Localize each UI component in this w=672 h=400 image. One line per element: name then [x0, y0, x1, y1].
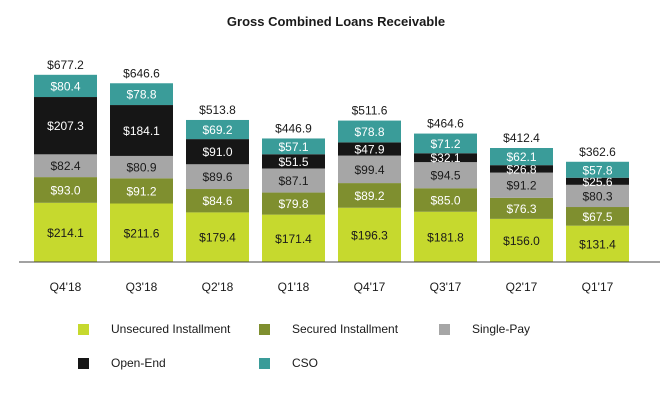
bar-segment-unsecured-installment-q3-17	[414, 211, 477, 262]
bar-segment-open-end-q1-17	[566, 177, 629, 185]
bar-segment-unsecured-installment-q4-18	[34, 202, 97, 262]
bar-segment-unsecured-installment-q4-17	[338, 207, 401, 262]
x-tick-label-q4-17: Q4'17	[354, 280, 386, 294]
data-label-single-pay-q2-18: $89.6	[202, 170, 232, 184]
data-label-unsecured-installment-q3-17: $181.8	[427, 230, 464, 244]
data-label-secured-installment-q1-17: $67.5	[582, 210, 612, 224]
data-label-single-pay-q2-17: $91.2	[506, 179, 536, 193]
chart-title: Gross Combined Loans Receivable	[226, 14, 446, 29]
bar-segment-single-pay-q3-17	[414, 162, 477, 189]
data-label-open-end-q4-18: $207.3	[47, 119, 84, 133]
data-label-single-pay-q4-18: $82.4	[50, 159, 80, 173]
bar-segment-secured-installment-q3-18	[110, 178, 173, 204]
data-label-cso-q4-18: $80.4	[50, 79, 80, 93]
data-label-single-pay-q3-17: $94.5	[430, 169, 460, 183]
bar-segment-secured-installment-q2-18	[186, 189, 249, 213]
data-label-single-pay-q3-18: $80.9	[126, 161, 156, 175]
x-tick-label-q3-17: Q3'17	[430, 280, 462, 294]
data-label-single-pay-q1-18: $87.1	[278, 174, 308, 188]
data-label-open-end-q3-17: $32.1	[430, 151, 460, 165]
bar-segment-secured-installment-q2-17	[490, 197, 553, 219]
bar-segment-cso-q2-18	[186, 119, 249, 140]
data-label-secured-installment-q3-18: $91.2	[126, 184, 156, 198]
x-tick-label-q2-18: Q2'18	[202, 280, 234, 294]
data-label-unsecured-installment-q4-18: $214.1	[47, 226, 84, 240]
data-label-unsecured-installment-q3-18: $211.6	[124, 226, 160, 240]
bar-segment-unsecured-installment-q3-18	[110, 203, 173, 262]
data-label-secured-installment-q2-17: $76.3	[506, 202, 536, 216]
data-label-secured-installment-q1-18: $79.8	[278, 197, 308, 211]
bar-segment-open-end-q3-17	[414, 153, 477, 163]
bar-segment-single-pay-q2-18	[186, 164, 249, 190]
data-label-cso-q1-18: $57.1	[278, 140, 308, 154]
data-label-unsecured-installment-q4-17: $196.3	[351, 228, 388, 242]
total-label-q2-17: $412.4	[503, 131, 540, 145]
data-label-single-pay-q4-17: $99.4	[354, 163, 384, 177]
bar-segment-open-end-q4-18	[34, 97, 97, 155]
bar-segment-single-pay-q1-17	[566, 184, 629, 208]
bar-segment-unsecured-installment-q1-18	[262, 214, 325, 262]
bar-segment-secured-installment-q4-17	[338, 183, 401, 208]
total-label-q1-17: $362.6	[579, 145, 616, 159]
total-label-q1-18: $446.9	[275, 121, 312, 135]
bar-segment-cso-q4-18	[34, 74, 97, 98]
bar-segment-open-end-q2-17	[490, 165, 553, 173]
data-label-cso-q3-17: $71.2	[430, 137, 460, 151]
bar-segment-cso-q1-18	[262, 138, 325, 155]
bar-segment-single-pay-q3-18	[110, 155, 173, 179]
bar-segment-secured-installment-q3-17	[414, 188, 477, 212]
bar-segment-open-end-q4-17	[338, 142, 401, 156]
bar-segment-cso-q3-17	[414, 133, 477, 154]
data-label-single-pay-q1-17: $80.3	[582, 189, 612, 203]
bar-segment-secured-installment-q1-18	[262, 192, 325, 215]
data-label-cso-q3-18: $78.8	[126, 88, 156, 102]
data-label-open-end-q4-17: $47.9	[354, 142, 384, 156]
total-label-q2-18: $513.8	[199, 103, 236, 117]
data-label-cso-q2-18: $69.2	[202, 123, 232, 137]
data-label-cso-q2-17: $62.1	[506, 150, 536, 164]
bar-segment-unsecured-installment-q2-18	[186, 212, 249, 262]
x-tick-label-q2-17: Q2'17	[506, 280, 538, 294]
bar-segment-secured-installment-q4-18	[34, 177, 97, 203]
data-label-unsecured-installment-q1-18: $171.4	[275, 232, 312, 246]
total-label-q4-18: $677.2	[47, 58, 84, 72]
bar-segment-unsecured-installment-q1-17	[566, 225, 629, 262]
x-tick-label-q1-18: Q1'18	[278, 280, 310, 294]
data-label-unsecured-installment-q1-17: $131.4	[579, 237, 616, 251]
bar-segment-open-end-q3-18	[110, 105, 173, 156]
bar-segment-single-pay-q4-18	[34, 154, 97, 178]
total-label-q3-17: $464.6	[427, 117, 464, 131]
data-label-secured-installment-q2-18: $84.6	[202, 194, 232, 208]
data-label-secured-installment-q4-17: $89.2	[354, 189, 384, 203]
x-tick-label-q1-17: Q1'17	[582, 280, 614, 294]
bar-segment-single-pay-q2-17	[490, 172, 553, 198]
data-label-open-end-q2-18: $91.0	[202, 145, 232, 159]
data-label-open-end-q3-18: $184.1	[123, 124, 160, 138]
bar-segment-secured-installment-q1-17	[566, 207, 629, 226]
data-label-open-end-q2-17: $26.8	[506, 162, 536, 176]
bar-segment-unsecured-installment-q2-17	[490, 218, 553, 262]
data-label-open-end-q1-18: $51.5	[278, 155, 308, 169]
data-label-unsecured-installment-q2-17: $156.0	[503, 234, 540, 248]
total-label-q3-18: $646.6	[123, 66, 160, 80]
bar-segment-cso-q4-17	[338, 120, 401, 143]
bar-segment-open-end-q2-18	[186, 139, 249, 165]
data-label-cso-q4-17: $78.8	[354, 125, 384, 139]
total-label-q4-17: $511.6	[352, 104, 388, 118]
data-label-cso-q1-17: $57.8	[582, 163, 612, 177]
data-label-secured-installment-q4-18: $93.0	[50, 183, 80, 197]
data-label-secured-installment-q3-17: $85.0	[430, 193, 460, 207]
x-tick-label-q4-18: Q4'18	[50, 280, 82, 294]
bar-segment-cso-q2-17	[490, 148, 553, 166]
x-tick-label-q3-18: Q3'18	[126, 280, 158, 294]
bar-segment-single-pay-q1-18	[262, 168, 325, 193]
bar-segment-open-end-q1-18	[262, 154, 325, 169]
bar-segment-cso-q3-18	[110, 83, 173, 106]
bar-segment-single-pay-q4-17	[338, 155, 401, 184]
data-label-open-end-q1-17: $25.6	[582, 175, 612, 189]
data-label-unsecured-installment-q2-18: $179.4	[199, 231, 236, 245]
bar-segment-cso-q1-17	[566, 161, 629, 178]
